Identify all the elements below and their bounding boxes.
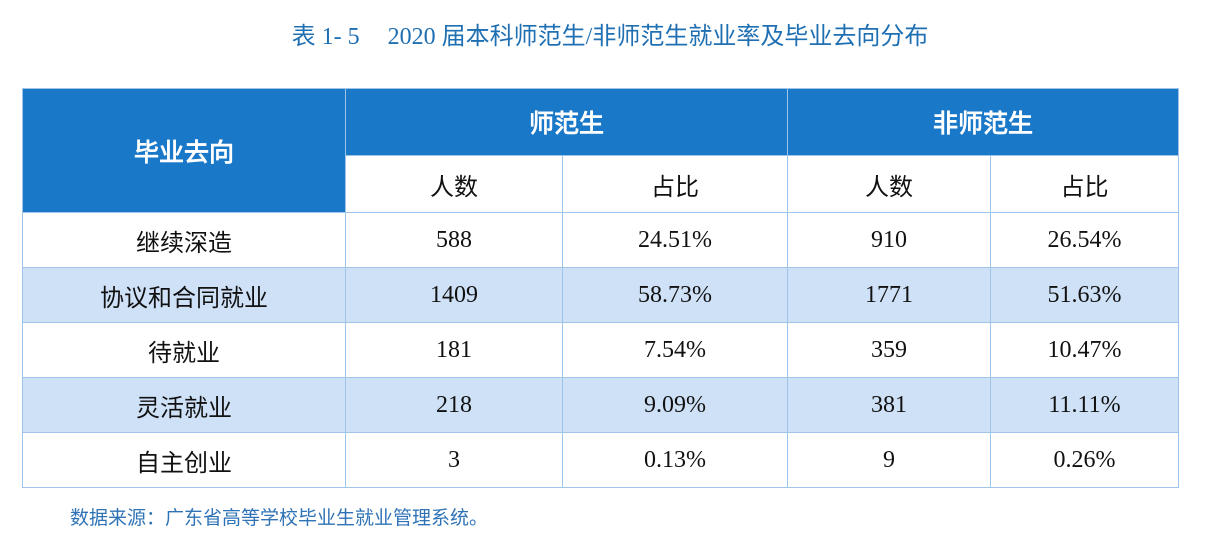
cell: 359 xyxy=(787,322,992,378)
cell: 51.63% xyxy=(990,267,1180,323)
corner-header: 毕业去向 xyxy=(22,88,346,213)
cell: 588 xyxy=(345,212,563,268)
cell: 26.54% xyxy=(990,212,1180,268)
cell: 1409 xyxy=(345,267,563,323)
cell: 181 xyxy=(345,322,563,378)
table-row: 自主创业 3 0.13% 9 0.26% xyxy=(22,432,1180,488)
title-text: 2020 届本科师范生/非师范生就业率及毕业去向分布 xyxy=(387,24,929,50)
table-row: 待就业 181 7.54% 359 10.47% xyxy=(22,322,1180,378)
table-row: 继续深造 588 24.51% 910 26.54% xyxy=(22,212,1180,268)
cell: 10.47% xyxy=(990,322,1180,378)
group-header: 非师范生 xyxy=(787,88,1180,156)
table-row: 协议和合同就业 1409 58.73% 1771 51.63% xyxy=(22,267,1180,323)
cell: 9 xyxy=(787,432,992,488)
source-note: 数据来源：广东省高等学校毕业生就业管理系统。 xyxy=(70,507,489,529)
table: 毕业去向 师范生 非师范生 人数 占比 人数 占比 继续深造 588 24.51% 910 2… xyxy=(22,88,1180,488)
cell: 9.09% xyxy=(561,377,789,433)
table-number: 表 1- 5 xyxy=(291,24,360,50)
cell: 0.13% xyxy=(561,432,789,488)
cell: 11.11% xyxy=(990,377,1180,433)
row-label: 协议和合同就业 xyxy=(22,267,346,323)
cell: 381 xyxy=(787,377,992,433)
table-head: 毕业去向 师范生 非师范生 人数 占比 人数 占比 xyxy=(22,88,1180,213)
cell: 24.51% xyxy=(561,212,789,268)
header-row: 毕业去向 师范生 非师范生 xyxy=(22,88,1180,213)
table-body: 继续深造 588 24.51% 910 26.54% 协议和合同就业 1409 58.73% 1… xyxy=(22,212,1180,488)
cell: 218 xyxy=(345,377,563,433)
subheader: 占比 xyxy=(990,155,1180,213)
table-row: 灵活就业 218 9.09% 381 11.11% xyxy=(22,377,1180,433)
cell: 58.73% xyxy=(561,267,789,323)
cell: 7.54% xyxy=(561,322,789,378)
title: 表 1- 5 2020 届本科师范生/非师范生就业率及毕业去向分布 xyxy=(0,16,1220,51)
cell: 0.26% xyxy=(990,432,1180,488)
row-label: 自主创业 xyxy=(22,432,346,488)
subheader-row: 人数 占比 人数 占比 xyxy=(23,155,1180,213)
row-label: 待就业 xyxy=(22,322,346,378)
group-header: 师范生 xyxy=(344,88,789,156)
subheader: 占比 xyxy=(561,155,789,213)
subheader: 人数 xyxy=(345,155,563,213)
row-label: 灵活就业 xyxy=(22,377,346,433)
cell: 910 xyxy=(787,212,992,268)
cell: 3 xyxy=(345,432,563,488)
subheader: 人数 xyxy=(787,155,992,213)
cell: 1771 xyxy=(787,267,992,323)
row-label: 继续深造 xyxy=(22,212,346,268)
